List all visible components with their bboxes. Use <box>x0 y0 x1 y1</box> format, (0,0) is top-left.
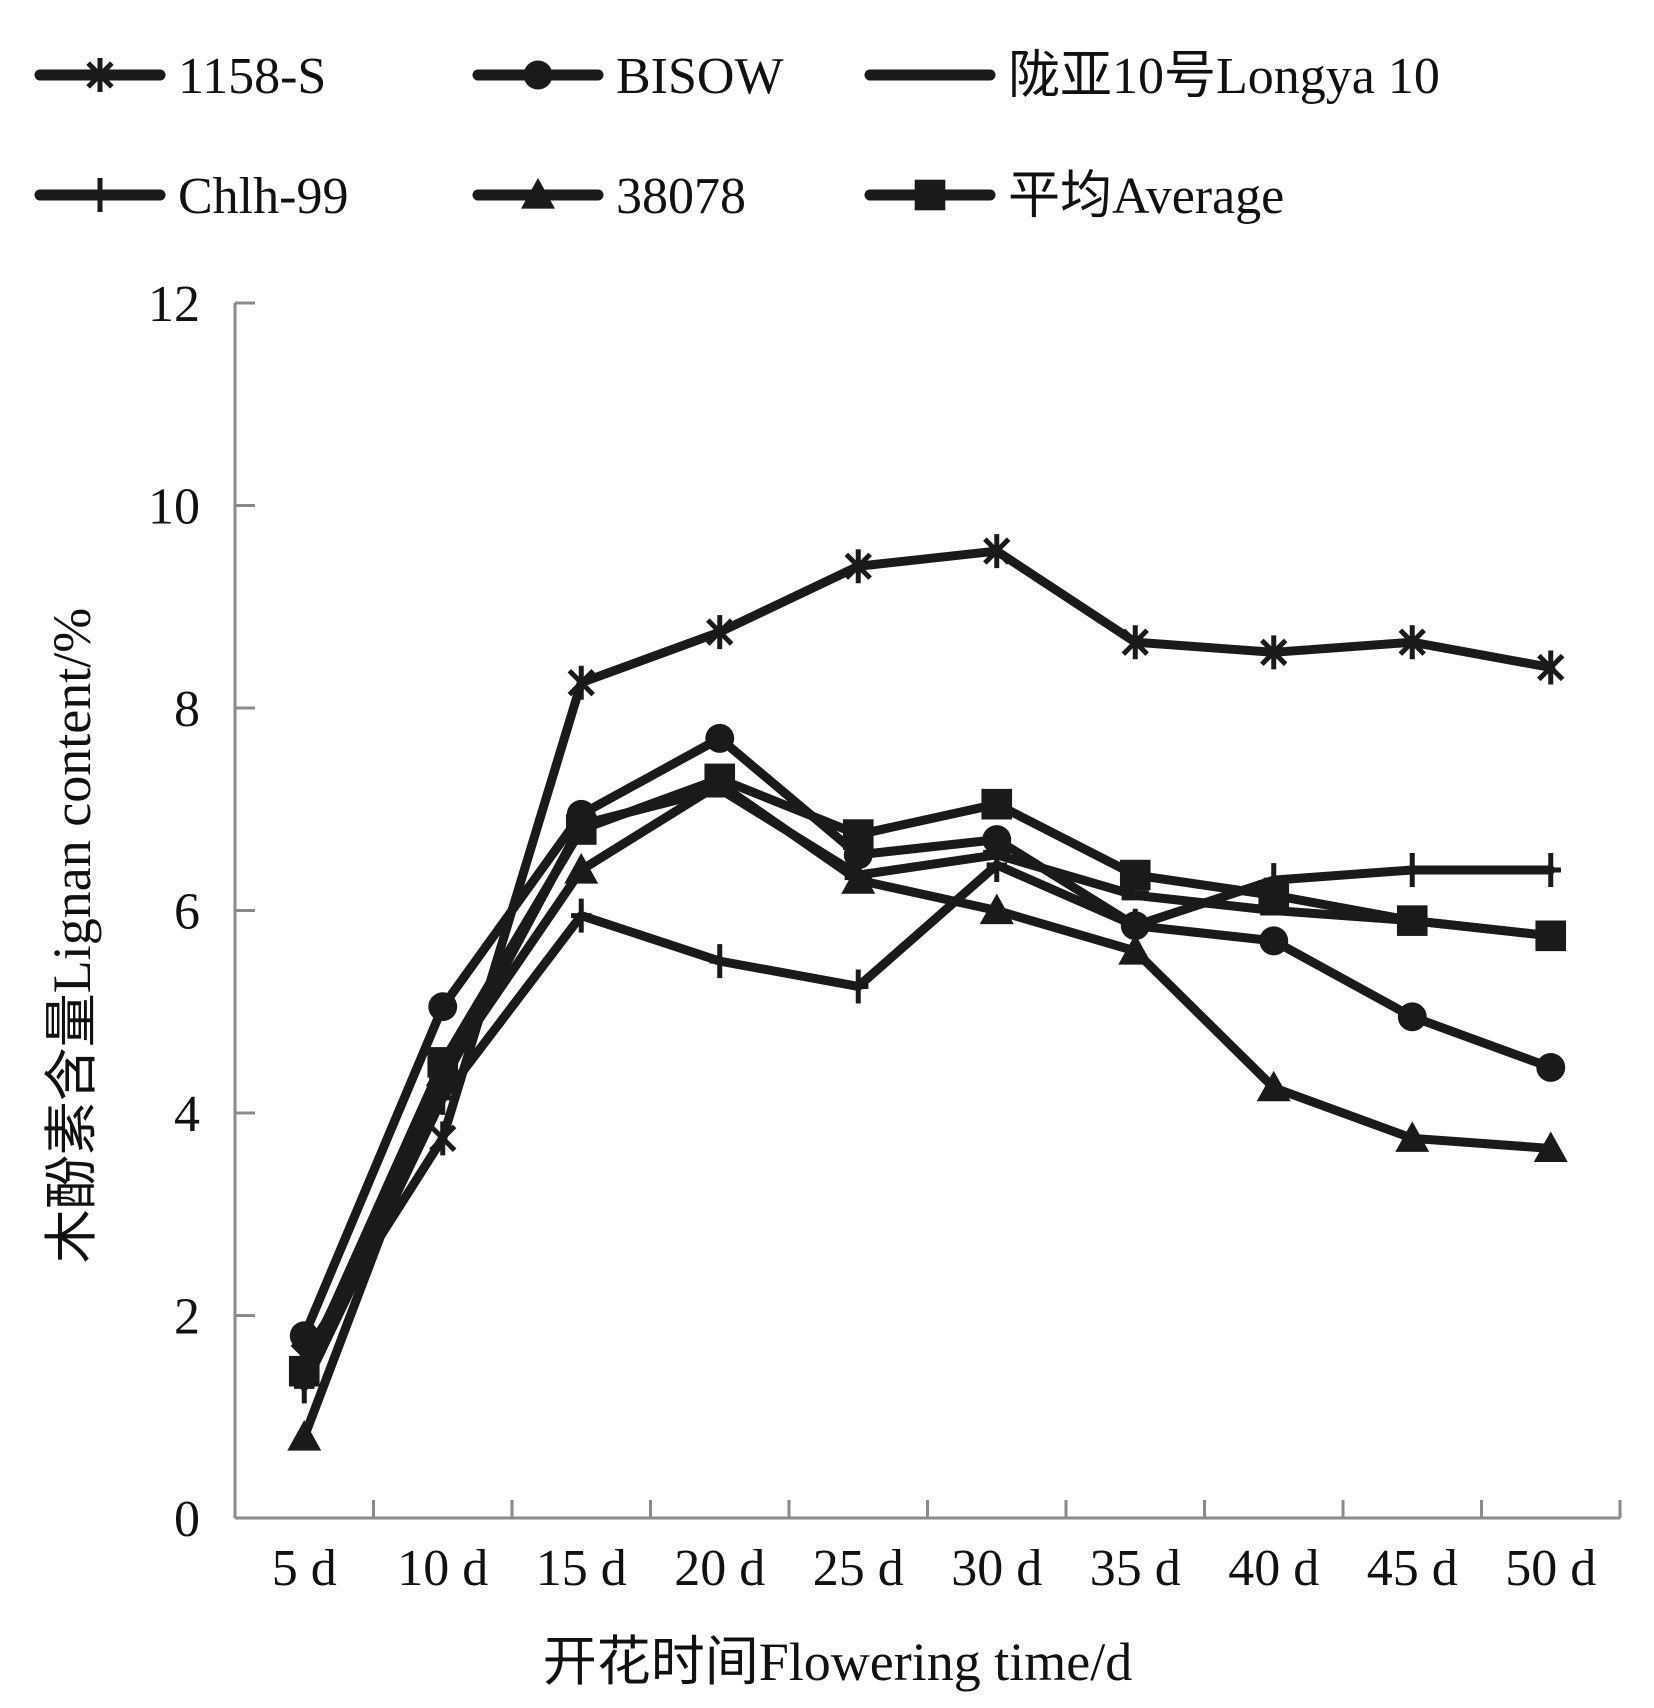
data-point-1158-s <box>567 665 595 700</box>
data-point-bisow <box>1536 1052 1566 1082</box>
x-tick-label: 25 d <box>813 1540 904 1597</box>
data-point-1158-s <box>1398 625 1426 660</box>
data-point-chlh-99 <box>1402 853 1423 887</box>
x-tick-label: 15 d <box>536 1540 627 1597</box>
legend-label: 陇亚10号Longya 10 <box>1008 48 1440 105</box>
y-tick-label: 8 <box>174 681 200 738</box>
y-tick-label: 10 <box>148 479 200 536</box>
series-line-1158-s <box>299 546 1556 1361</box>
legend-label: 38078 <box>616 168 746 225</box>
x-axis-title: 开花时间Flowering time/d <box>543 1632 1132 1692</box>
legend-label: BISOW <box>616 48 784 105</box>
legend-swatch <box>472 178 604 209</box>
data-point-chlh-99 <box>986 847 1007 882</box>
y-tick-label: 12 <box>148 276 200 333</box>
data-point-bisow <box>428 992 458 1022</box>
data-point-bisow <box>1397 1002 1427 1032</box>
x-tick-label: 50 d <box>1505 1540 1596 1597</box>
x-tick-label: 40 d <box>1228 1540 1319 1597</box>
y-axis-title: 木酚素含量Lignan content/% <box>42 608 102 1263</box>
series-line-chlh-99 <box>299 860 1556 1391</box>
y-tick-label: 0 <box>174 1491 200 1548</box>
legend-swatch <box>864 69 996 81</box>
data-point-average <box>1119 859 1151 891</box>
data-point-chlh-99 <box>709 944 730 979</box>
data-point-average <box>1535 920 1567 952</box>
data-point-average <box>565 814 597 845</box>
series-average <box>288 763 1567 1387</box>
data-point-chlh-99 <box>848 969 869 1004</box>
legend-label: 1158-S <box>178 48 327 105</box>
x-tick-label: 30 d <box>951 1540 1042 1597</box>
y-tick-label: 4 <box>174 1086 200 1143</box>
data-point-1158-s <box>983 534 1011 569</box>
legend-swatch <box>472 60 604 90</box>
data-point-38078 <box>1395 1121 1430 1152</box>
data-point-chlh-99 <box>571 898 592 933</box>
data-point-1158-s <box>1537 650 1565 685</box>
legend-swatch <box>864 179 996 211</box>
x-tick-label: 10 d <box>397 1540 488 1597</box>
data-point-average <box>288 1355 320 1387</box>
series-line-38078 <box>299 779 1556 1442</box>
x-tick-label: 45 d <box>1367 1540 1458 1597</box>
legend-swatch <box>34 58 166 92</box>
y-tick-label: 2 <box>174 1289 200 1346</box>
data-point-average <box>704 763 736 795</box>
legend-marker <box>86 58 114 92</box>
data-point-average <box>427 1047 459 1078</box>
data-point-1158-s <box>706 615 734 650</box>
legend-marker <box>89 178 111 212</box>
y-tick-label: 6 <box>174 884 200 941</box>
data-point-average <box>1396 905 1428 936</box>
data-point-average <box>981 788 1013 820</box>
legend-swatch <box>34 178 166 212</box>
legend-label: 平均Average <box>1008 168 1285 225</box>
legend-marker <box>523 60 553 90</box>
data-point-bisow <box>982 825 1012 855</box>
data-point-1158-s <box>429 1121 457 1156</box>
data-point-chlh-99 <box>1540 853 1561 887</box>
data-point-38078 <box>979 893 1014 925</box>
series-line-average <box>299 774 1556 1376</box>
x-tick-label: 35 d <box>1090 1540 1181 1597</box>
data-point-38078 <box>1256 1070 1291 1102</box>
x-tick-label: 5 d <box>272 1540 337 1597</box>
data-point-average <box>1258 880 1290 911</box>
x-tick-label: 20 d <box>674 1540 765 1597</box>
data-point-1158-s <box>1121 625 1149 660</box>
legend-marker <box>521 178 555 209</box>
data-point-38078 <box>287 1420 322 1451</box>
data-point-38078 <box>564 853 599 884</box>
data-point-38078 <box>1118 934 1153 965</box>
data-point-1158-s <box>844 549 872 584</box>
legend-marker <box>914 179 946 211</box>
data-point-1158-s <box>1260 635 1288 670</box>
data-point-38078 <box>1533 1131 1568 1163</box>
legend-label: Chlh-99 <box>178 168 349 225</box>
data-point-average <box>842 819 874 850</box>
series-line-bisow <box>299 733 1556 1341</box>
data-point-bisow <box>1259 926 1289 956</box>
data-point-38078 <box>841 863 876 894</box>
data-point-bisow <box>705 723 735 753</box>
